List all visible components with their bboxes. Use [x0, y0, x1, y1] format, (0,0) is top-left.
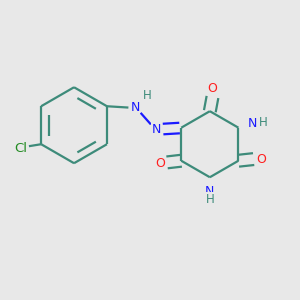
Text: O: O — [256, 153, 266, 166]
Text: H: H — [143, 89, 152, 102]
Text: N: N — [205, 184, 214, 198]
Text: O: O — [155, 157, 165, 170]
Text: H: H — [259, 116, 268, 129]
Text: Cl: Cl — [14, 142, 27, 155]
Text: O: O — [208, 82, 218, 95]
Text: N: N — [152, 123, 161, 136]
Text: N: N — [130, 101, 140, 114]
Text: N: N — [248, 117, 257, 130]
Text: H: H — [206, 193, 214, 206]
